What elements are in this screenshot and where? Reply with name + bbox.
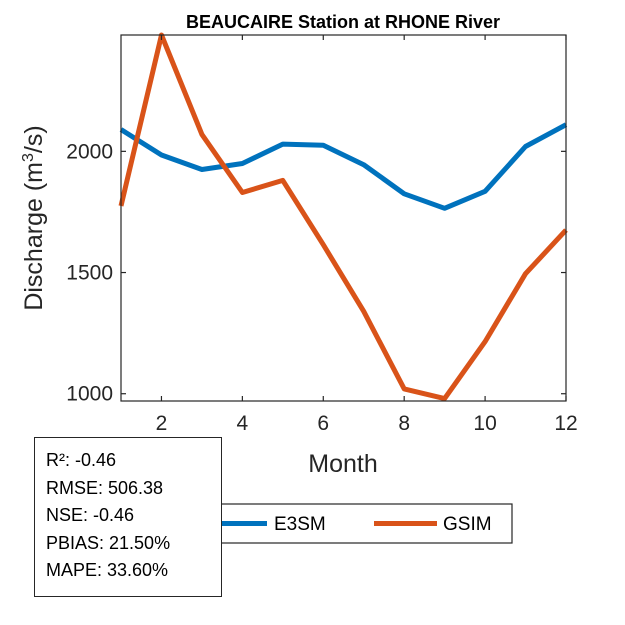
stat-mape: MAPE: 33.60% — [46, 560, 169, 580]
stat-rmse: RMSE: 506.38 — [46, 477, 164, 498]
x-tick-label: 10 — [473, 412, 496, 435]
axes-layer: 2 4 6 8 10 12 1000 1500 2000 — [66, 34, 578, 435]
stats-box: R²: -0.46 RMSE: 506.38 NSE: -0.46 PBIAS:… — [34, 437, 222, 597]
chart-title: BEAUCAIRE Station at RHONE River — [186, 12, 500, 32]
y-tick-label: 2000 — [66, 140, 113, 163]
x-tick-label: 12 — [554, 412, 577, 435]
series-line-e3sm — [119, 122, 568, 211]
x-tick-label: 8 — [398, 412, 410, 435]
stat-pbias: PBIAS: 21.50% — [46, 532, 171, 553]
x-axis-label: Month — [308, 450, 377, 478]
legend-label-gsim: GSIM — [443, 514, 492, 535]
x-tick-label: 4 — [237, 412, 249, 435]
y-tick-label: 1000 — [66, 383, 113, 406]
stat-nse: NSE: -0.46 — [46, 505, 135, 525]
legend: E3SM GSIM — [213, 503, 513, 544]
y-tick-label: 1500 — [66, 262, 113, 285]
y-axis-label: Discharge (m3/s) — [20, 125, 48, 310]
y-axis-label-main: Discharge (m — [20, 162, 48, 311]
stat-r2: R²: -0.46 — [46, 450, 117, 470]
y-axis-label-tail: /s) — [20, 125, 48, 153]
x-tick-label: 6 — [317, 412, 329, 435]
legend-label-e3sm: E3SM — [274, 514, 326, 535]
x-tick-label: 2 — [156, 412, 168, 435]
axes-box — [120, 34, 567, 402]
y-axis-label-sup: 3 — [20, 153, 37, 162]
plot-area — [121, 35, 566, 401]
series-layer — [118, 32, 568, 402]
series-line-gsim — [118, 32, 568, 402]
